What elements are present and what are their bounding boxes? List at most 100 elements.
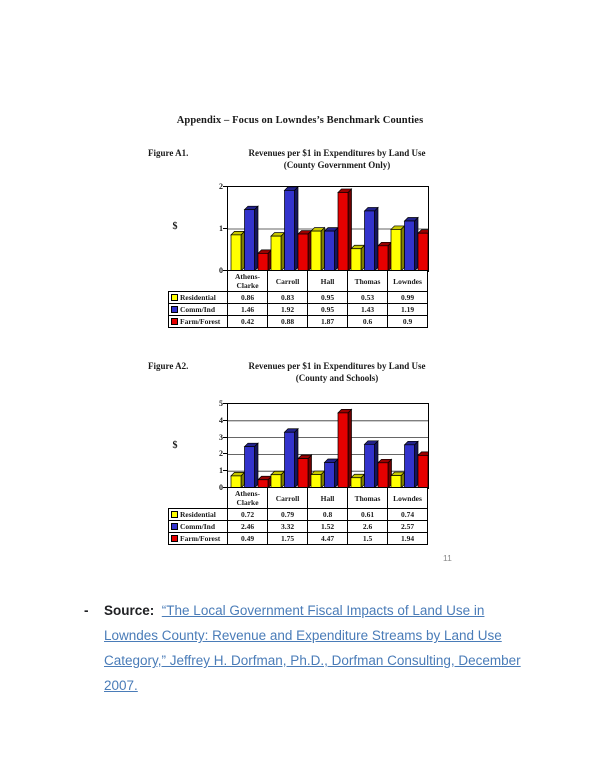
value-cell: 0.95 bbox=[307, 303, 348, 316]
bar-comm-ind bbox=[244, 446, 255, 488]
source-note: - Source: “The Local Government Fiscal I… bbox=[84, 598, 536, 698]
value-cell: 0.99 bbox=[387, 291, 428, 304]
legend-cell: Residential bbox=[168, 291, 228, 304]
bar-side-face bbox=[334, 226, 339, 271]
bar-comm-ind bbox=[404, 444, 415, 488]
legend-key-icon bbox=[171, 511, 178, 518]
bar-residential bbox=[350, 248, 362, 271]
bar-comm-ind bbox=[284, 190, 295, 271]
value-cell: 0.88 bbox=[267, 315, 308, 328]
y-axis-tick-label: 1 bbox=[219, 224, 223, 233]
bar-side-face bbox=[294, 187, 299, 271]
y-axis-tick-label: 1 bbox=[219, 466, 223, 476]
chart-a1-plot-area bbox=[227, 186, 429, 272]
y-axis-tick-label: 3 bbox=[219, 432, 223, 442]
series-name: Farm/Forest bbox=[180, 534, 221, 543]
figure-a1-title-line2: (County Government Only) bbox=[283, 159, 391, 170]
value-cell: 0.42 bbox=[227, 315, 268, 328]
bar-comm-ind bbox=[324, 230, 335, 271]
bar-farm-forest bbox=[297, 233, 309, 271]
bar-residential bbox=[230, 234, 242, 271]
legend-key-icon bbox=[171, 535, 178, 542]
bar-farm-forest bbox=[377, 462, 389, 488]
legend-cell: Comm/Ind bbox=[168, 520, 228, 533]
value-cell: 0.72 bbox=[227, 508, 268, 521]
category-header-cell: Athens- Clarke bbox=[227, 487, 268, 509]
bar-residential bbox=[270, 474, 282, 488]
bar-comm-ind bbox=[324, 462, 335, 488]
value-cell: 1.43 bbox=[347, 303, 388, 316]
bar-farm-forest bbox=[417, 455, 428, 488]
legend-key-icon bbox=[171, 294, 178, 301]
bar-top-face bbox=[417, 451, 428, 456]
series-name: Farm/Forest bbox=[180, 317, 221, 326]
y-axis-tick-label: 0 bbox=[219, 483, 223, 492]
value-cell: 0.79 bbox=[267, 508, 308, 521]
chart-a2-plot-area bbox=[227, 403, 429, 489]
legend-key-icon bbox=[171, 523, 178, 530]
bar-side-face bbox=[374, 439, 379, 488]
legend-cell: Comm/Ind bbox=[168, 303, 228, 316]
table-row: Comm/Ind 2.46 3.32 1.52 2.6 2.57 bbox=[168, 520, 428, 533]
value-cell: 4.47 bbox=[307, 532, 348, 545]
value-cell: 0.8 bbox=[307, 508, 348, 521]
figure-a1-label: Figure A1. bbox=[148, 148, 189, 158]
series-name: Comm/Ind bbox=[180, 305, 216, 314]
category-header-cell: Lowndes bbox=[387, 270, 428, 292]
bar-residential bbox=[310, 230, 322, 271]
bar-side-face bbox=[400, 225, 405, 271]
y-axis-tick-mark bbox=[223, 453, 227, 455]
bar-residential bbox=[390, 229, 402, 271]
figure-a2-label: Figure A2. bbox=[148, 361, 189, 371]
bar-side-face bbox=[280, 231, 285, 271]
figure-a2-title-line1: Revenues per $1 in Expenditures by Land … bbox=[248, 361, 426, 371]
legend-cell: Farm/Forest bbox=[168, 315, 228, 328]
value-cell: 0.9 bbox=[387, 315, 428, 328]
bar-side-face bbox=[374, 206, 379, 271]
value-cell: 0.53 bbox=[347, 291, 388, 304]
source-bullet: - bbox=[84, 603, 89, 618]
chart-canvas bbox=[228, 187, 428, 271]
value-cell: 0.74 bbox=[387, 508, 428, 521]
figure-a1-title-line1: Revenues per $1 in Expenditures by Land … bbox=[248, 148, 426, 158]
chart-a2-data-table: Athens- Clarke Carroll Hall Thomas Lowndes Re… bbox=[168, 487, 428, 545]
source-citation-link[interactable]: “The Local Government Fiscal Impacts of … bbox=[104, 603, 521, 693]
legend-key-icon bbox=[171, 306, 178, 313]
value-cell: 0.95 bbox=[307, 291, 348, 304]
source-body: Source: “The Local Government Fiscal Imp… bbox=[104, 598, 528, 698]
bar-comm-ind bbox=[244, 209, 255, 271]
value-cell: 1.19 bbox=[387, 303, 428, 316]
bar-top-face bbox=[417, 229, 428, 234]
chart-canvas bbox=[228, 408, 428, 488]
bar-comm-ind bbox=[364, 443, 375, 488]
category-header-cell: Lowndes bbox=[387, 487, 428, 509]
value-cell: 0.6 bbox=[347, 315, 388, 328]
y-axis-tick-mark bbox=[223, 436, 227, 438]
category-header-cell: Hall bbox=[307, 487, 348, 509]
figure-a2-title: Revenues per $1 in Expenditures by Land … bbox=[212, 361, 462, 384]
category-header-cell: Thomas bbox=[347, 487, 388, 509]
value-cell: 1.46 bbox=[227, 303, 268, 316]
table-row: Farm/Forest 0.49 1.75 4.47 1.5 1.94 bbox=[168, 532, 428, 545]
table-header-row: Athens- Clarke Carroll Hall Thomas Lowndes bbox=[169, 487, 428, 509]
bar-comm-ind bbox=[404, 220, 415, 271]
bar-side-face bbox=[334, 458, 339, 488]
bar-side-face bbox=[320, 226, 325, 271]
legend-cell: Farm/Forest bbox=[168, 532, 228, 545]
bar-residential bbox=[390, 475, 402, 488]
category-header-cell: Hall bbox=[307, 270, 348, 292]
chart-a1-y-axis-label: $ bbox=[172, 221, 178, 232]
table-row: Farm/Forest 0.42 0.88 1.87 0.6 0.9 bbox=[168, 315, 428, 328]
value-cell: 0.86 bbox=[227, 291, 268, 304]
bar-side-face bbox=[347, 408, 352, 488]
y-axis-tick-label: 0 bbox=[219, 266, 223, 275]
value-cell: 2.46 bbox=[227, 520, 268, 533]
series-name: Comm/Ind bbox=[180, 522, 216, 531]
y-axis-tick-label: 2 bbox=[219, 449, 223, 459]
bar-farm-forest bbox=[337, 412, 349, 488]
series-name: Residential bbox=[180, 293, 216, 302]
bar-side-face bbox=[240, 230, 245, 271]
category-header-cell: Carroll bbox=[267, 270, 308, 292]
value-cell: 1.5 bbox=[347, 532, 388, 545]
